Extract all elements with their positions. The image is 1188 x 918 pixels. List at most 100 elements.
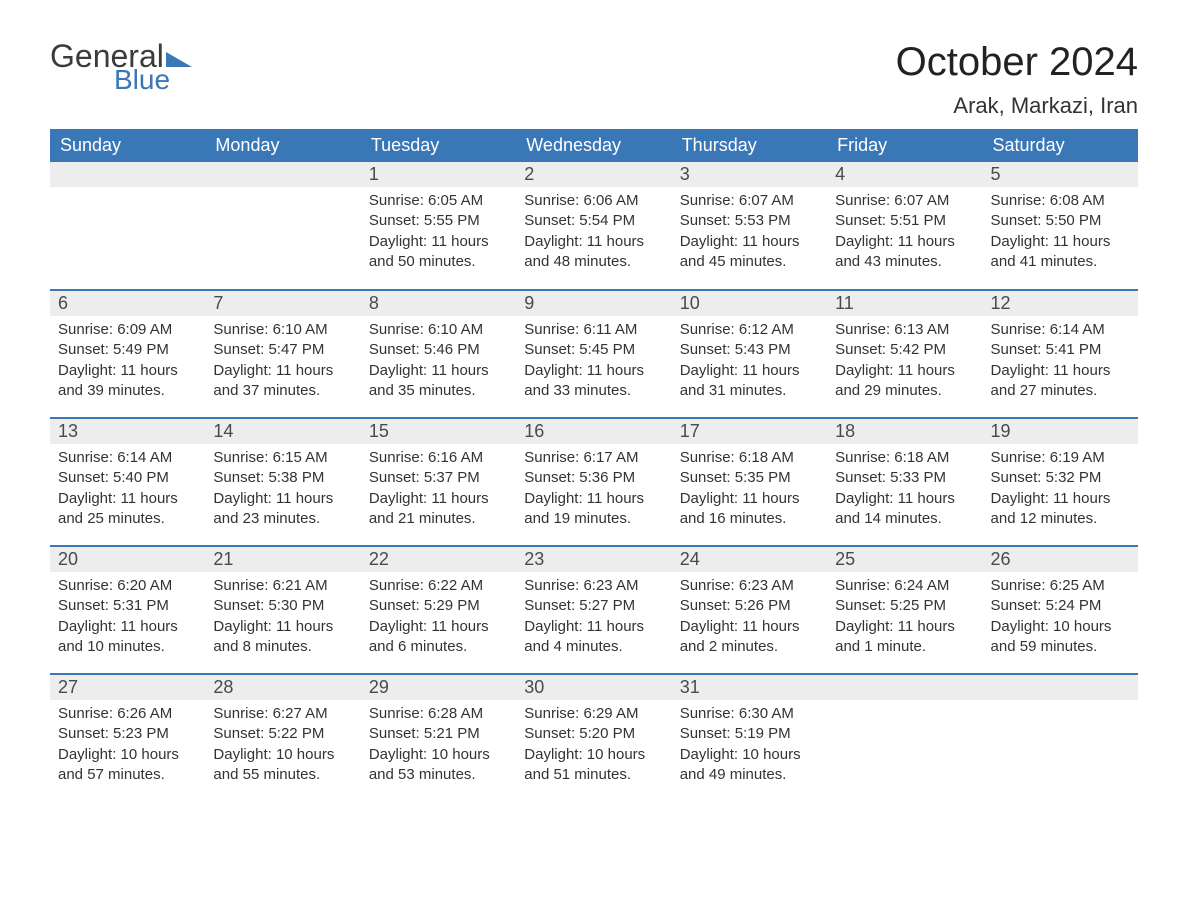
daylight-text: Daylight: 11 hours and 39 minutes.: [58, 361, 197, 402]
day-cell: 9Sunrise: 6:11 AMSunset: 5:45 PMDaylight…: [516, 290, 671, 418]
day-number: 23: [516, 547, 671, 572]
dow-header: Saturday: [983, 129, 1138, 162]
day-body: Sunrise: 6:16 AMSunset: 5:37 PMDaylight:…: [361, 444, 516, 539]
sunset-text: Sunset: 5:40 PM: [58, 468, 197, 488]
day-number: 17: [672, 419, 827, 444]
sunset-text: Sunset: 5:23 PM: [58, 724, 197, 744]
day-number: 5: [983, 162, 1138, 187]
dow-header: Monday: [205, 129, 360, 162]
sunset-text: Sunset: 5:26 PM: [680, 596, 819, 616]
day-number: 30: [516, 675, 671, 700]
week-row: 13Sunrise: 6:14 AMSunset: 5:40 PMDayligh…: [50, 418, 1138, 546]
sunset-text: Sunset: 5:32 PM: [991, 468, 1130, 488]
sunset-text: Sunset: 5:38 PM: [213, 468, 352, 488]
sunrise-text: Sunrise: 6:20 AM: [58, 576, 197, 596]
week-row: 6Sunrise: 6:09 AMSunset: 5:49 PMDaylight…: [50, 290, 1138, 418]
week-row: 1Sunrise: 6:05 AMSunset: 5:55 PMDaylight…: [50, 162, 1138, 290]
day-cell: 13Sunrise: 6:14 AMSunset: 5:40 PMDayligh…: [50, 418, 205, 546]
day-body: Sunrise: 6:18 AMSunset: 5:33 PMDaylight:…: [827, 444, 982, 539]
sunset-text: Sunset: 5:53 PM: [680, 211, 819, 231]
sunrise-text: Sunrise: 6:21 AM: [213, 576, 352, 596]
day-number: 14: [205, 419, 360, 444]
day-cell: 18Sunrise: 6:18 AMSunset: 5:33 PMDayligh…: [827, 418, 982, 546]
sunset-text: Sunset: 5:47 PM: [213, 340, 352, 360]
sunset-text: Sunset: 5:27 PM: [524, 596, 663, 616]
daylight-text: Daylight: 11 hours and 1 minute.: [835, 617, 974, 658]
day-cell: 14Sunrise: 6:15 AMSunset: 5:38 PMDayligh…: [205, 418, 360, 546]
day-body: Sunrise: 6:24 AMSunset: 5:25 PMDaylight:…: [827, 572, 982, 667]
daylight-text: Daylight: 11 hours and 2 minutes.: [680, 617, 819, 658]
sunset-text: Sunset: 5:25 PM: [835, 596, 974, 616]
day-number: 12: [983, 291, 1138, 316]
daylight-text: Daylight: 10 hours and 53 minutes.: [369, 745, 508, 786]
day-cell: 31Sunrise: 6:30 AMSunset: 5:19 PMDayligh…: [672, 674, 827, 802]
day-cell: 23Sunrise: 6:23 AMSunset: 5:27 PMDayligh…: [516, 546, 671, 674]
day-number: 6: [50, 291, 205, 316]
sunrise-text: Sunrise: 6:22 AM: [369, 576, 508, 596]
day-number: 29: [361, 675, 516, 700]
daylight-text: Daylight: 11 hours and 25 minutes.: [58, 489, 197, 530]
day-cell: 15Sunrise: 6:16 AMSunset: 5:37 PMDayligh…: [361, 418, 516, 546]
day-cell: 27Sunrise: 6:26 AMSunset: 5:23 PMDayligh…: [50, 674, 205, 802]
day-body: Sunrise: 6:09 AMSunset: 5:49 PMDaylight:…: [50, 316, 205, 411]
sunset-text: Sunset: 5:29 PM: [369, 596, 508, 616]
sunset-text: Sunset: 5:41 PM: [991, 340, 1130, 360]
day-body: Sunrise: 6:25 AMSunset: 5:24 PMDaylight:…: [983, 572, 1138, 667]
daylight-text: Daylight: 10 hours and 55 minutes.: [213, 745, 352, 786]
day-body: Sunrise: 6:26 AMSunset: 5:23 PMDaylight:…: [50, 700, 205, 795]
day-number-empty: [983, 675, 1138, 700]
day-number: 10: [672, 291, 827, 316]
sunset-text: Sunset: 5:42 PM: [835, 340, 974, 360]
daylight-text: Daylight: 11 hours and 10 minutes.: [58, 617, 197, 658]
day-cell: 28 Sunrise: 6:27 AMSunset: 5:22 PMDayligh…: [205, 674, 360, 802]
day-cell: 19Sunrise: 6:19 AMSunset: 5:32 PMDayligh…: [983, 418, 1138, 546]
day-body: Sunrise: 6:07 AMSunset: 5:51 PMDaylight:…: [827, 187, 982, 282]
sunrise-text: Sunrise: 6:16 AM: [369, 448, 508, 468]
sunset-text: Sunset: 5:50 PM: [991, 211, 1130, 231]
day-cell: 20Sunrise: 6:20 AMSunset: 5:31 PMDayligh…: [50, 546, 205, 674]
day-cell: 5Sunrise: 6:08 AMSunset: 5:50 PMDaylight…: [983, 162, 1138, 290]
sunrise-text: Sunrise: 6:24 AM: [835, 576, 974, 596]
daylight-text: Daylight: 11 hours and 33 minutes.: [524, 361, 663, 402]
sunrise-text: Sunrise: 6:26 AM: [58, 704, 197, 724]
day-body: Sunrise: 6:20 AMSunset: 5:31 PMDaylight:…: [50, 572, 205, 667]
day-cell: 17Sunrise: 6:18 AMSunset: 5:35 PMDayligh…: [672, 418, 827, 546]
dow-header: Sunday: [50, 129, 205, 162]
day-cell: 6Sunrise: 6:09 AMSunset: 5:49 PMDaylight…: [50, 290, 205, 418]
day-number: 20: [50, 547, 205, 572]
day-cell: 10Sunrise: 6:12 AMSunset: 5:43 PMDayligh…: [672, 290, 827, 418]
sunset-text: Sunset: 5:37 PM: [369, 468, 508, 488]
daylight-text: Daylight: 11 hours and 16 minutes.: [680, 489, 819, 530]
sunrise-text: Sunrise: 6:05 AM: [369, 191, 508, 211]
day-number: 3: [672, 162, 827, 187]
daylight-text: Daylight: 11 hours and 21 minutes.: [369, 489, 508, 530]
sunrise-text: Sunrise: 6:11 AM: [524, 320, 663, 340]
sunset-text: Sunset: 5:22 PM: [213, 724, 352, 744]
day-body: Sunrise: 6:08 AMSunset: 5:50 PMDaylight:…: [983, 187, 1138, 282]
day-number: 22: [361, 547, 516, 572]
day-number: 27: [50, 675, 205, 700]
day-number: 28: [205, 675, 360, 700]
day-cell: 24Sunrise: 6:23 AMSunset: 5:26 PMDayligh…: [672, 546, 827, 674]
sunset-text: Sunset: 5:46 PM: [369, 340, 508, 360]
sunrise-text: Sunrise: 6:14 AM: [991, 320, 1130, 340]
sunset-text: Sunset: 5:49 PM: [58, 340, 197, 360]
daylight-text: Daylight: 11 hours and 27 minutes.: [991, 361, 1130, 402]
sunrise-text: Sunrise: 6:13 AM: [835, 320, 974, 340]
calendar-body: 1Sunrise: 6:05 AMSunset: 5:55 PMDaylight…: [50, 162, 1138, 802]
brand-logo: General Blue: [50, 40, 192, 94]
daylight-text: Daylight: 10 hours and 57 minutes.: [58, 745, 197, 786]
sunrise-text: Sunrise: 6:28 AM: [369, 704, 508, 724]
daylight-text: Daylight: 11 hours and 4 minutes.: [524, 617, 663, 658]
daylight-text: Daylight: 11 hours and 14 minutes.: [835, 489, 974, 530]
day-number: 2: [516, 162, 671, 187]
day-body: Sunrise: 6:18 AMSunset: 5:35 PMDaylight:…: [672, 444, 827, 539]
sunrise-text: Sunrise: 6:18 AM: [680, 448, 819, 468]
daylight-text: Daylight: 11 hours and 43 minutes.: [835, 232, 974, 273]
daylight-text: Daylight: 10 hours and 59 minutes.: [991, 617, 1130, 658]
sunset-text: Sunset: 5:20 PM: [524, 724, 663, 744]
sunrise-text: Sunrise: 6:14 AM: [58, 448, 197, 468]
sunrise-text: Sunrise: 6:17 AM: [524, 448, 663, 468]
sunrise-text: Sunrise: 6:27 AM: [213, 704, 352, 724]
day-number: 26: [983, 547, 1138, 572]
